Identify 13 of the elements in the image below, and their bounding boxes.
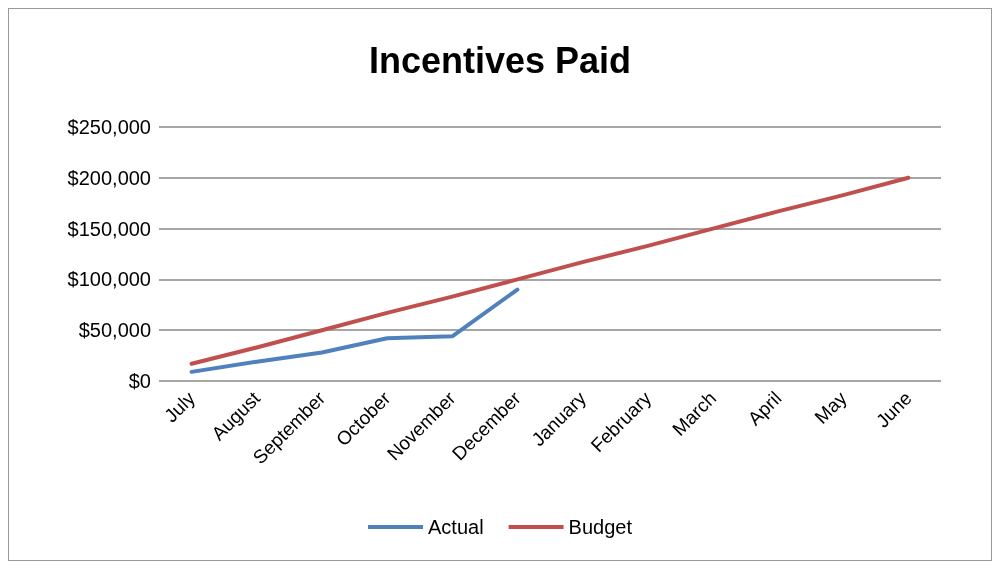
y-tick-label: $100,000 [67,268,151,291]
y-tick-label: $0 [128,370,151,392]
line-series [189,175,911,366]
legend-label: Budget [568,516,633,538]
y-tick-label: $250,000 [67,116,151,138]
y-tick-label: $150,000 [67,217,151,240]
legend-label: Actual [428,516,484,538]
x-tick-label: May [810,387,852,428]
x-tick-label: July [160,387,200,427]
y-tick-label: $50,000 [78,319,151,342]
y-tick-label: $200,000 [67,166,151,189]
line-series [189,287,520,374]
chart-title: Incentives Paid [368,39,632,81]
